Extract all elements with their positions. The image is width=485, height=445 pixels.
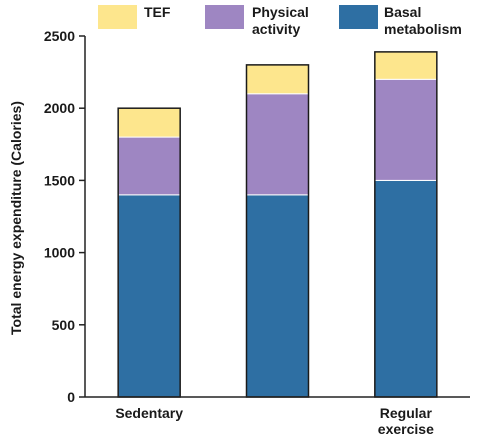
bar-segment	[374, 78, 438, 181]
x-category-label: Sedentary	[115, 405, 183, 421]
bars	[117, 51, 438, 398]
y-axis-label: Total energy expenditure (Calories)	[8, 101, 24, 335]
bar-segment	[374, 179, 438, 398]
y-tick-label: 500	[52, 317, 76, 333]
legend-swatch	[205, 5, 244, 29]
y-tick-label: 2000	[44, 100, 75, 116]
legend-label: metabolism	[384, 21, 462, 37]
legend-label: TEF	[144, 4, 171, 20]
bar-segment	[246, 194, 309, 398]
bar-segment	[246, 93, 309, 196]
bar-segment	[117, 107, 181, 138]
y-tick-label: 2500	[44, 28, 75, 44]
bar-segment	[374, 51, 438, 80]
bar-segment	[117, 136, 181, 196]
legend-swatch	[98, 5, 137, 29]
x-category-label: exercise	[378, 421, 434, 437]
bar-segment	[246, 64, 309, 95]
y-tick-label: 1000	[44, 245, 75, 261]
x-category-label: Regular	[380, 405, 433, 421]
y-axis: 0 500 1000 1500 2000 2500	[44, 28, 86, 405]
legend-label: activity	[252, 21, 300, 37]
legend-swatch	[339, 5, 378, 29]
legend-label: Physical	[252, 4, 309, 20]
bar-segment	[117, 194, 181, 398]
y-tick-label: 0	[67, 389, 75, 405]
legend-label: Basal	[384, 4, 421, 20]
y-tick-label: 1500	[44, 172, 75, 188]
